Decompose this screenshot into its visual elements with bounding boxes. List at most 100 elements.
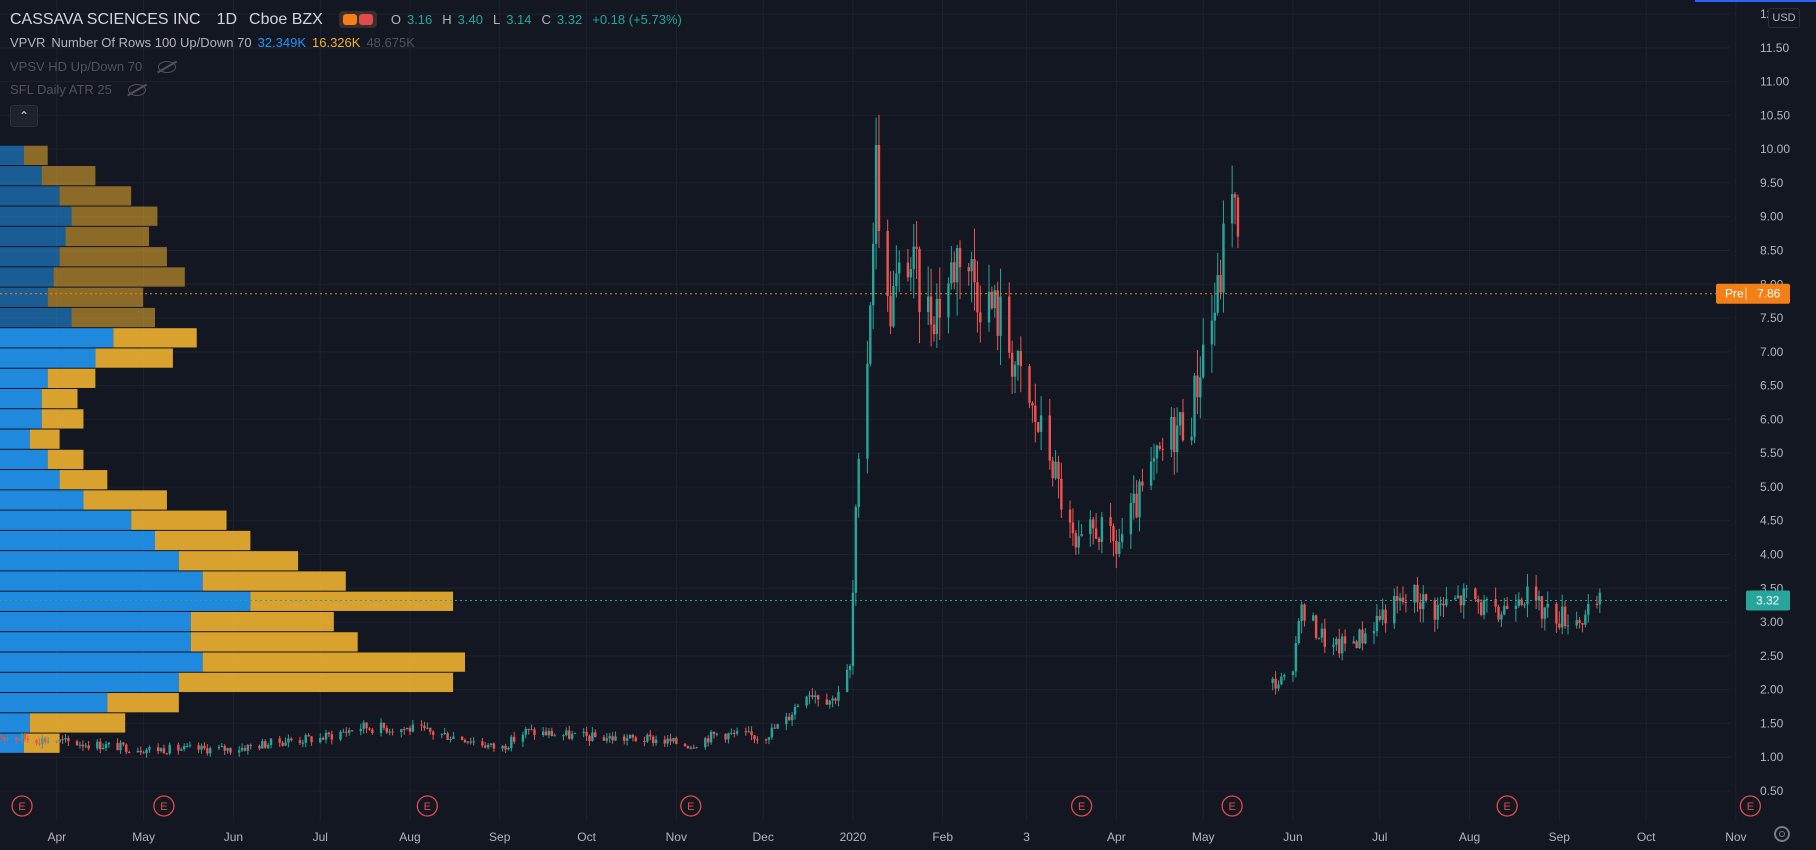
candle-body: [767, 737, 771, 740]
candle-body: [1210, 320, 1214, 345]
last-price-tag: [1746, 590, 1790, 611]
candle-body: [1433, 600, 1437, 620]
candle-body: [1013, 364, 1017, 377]
vp-down-bar: [71, 307, 155, 328]
candle-body: [1071, 522, 1075, 534]
candle-body: [573, 732, 577, 734]
candle-body: [1149, 461, 1153, 486]
vp-down-bar: [23, 145, 48, 166]
candle-body: [347, 730, 351, 733]
candle-body: [730, 732, 733, 734]
candle-body: [1230, 194, 1234, 224]
vp-up-bar: [0, 611, 191, 632]
vp-up-bar: [0, 186, 60, 206]
x-tick-label: Apr: [47, 830, 66, 844]
candle-body: [240, 748, 244, 751]
candle-body: [692, 747, 695, 749]
candle-body: [1422, 594, 1425, 610]
candle-body: [585, 731, 588, 736]
candle-body: [689, 747, 692, 749]
candle-body: [466, 741, 470, 743]
candle-body: [237, 750, 241, 753]
y-tick-label: 9.00: [1760, 210, 1784, 224]
candle-body: [1277, 684, 1280, 689]
candle-body: [649, 734, 652, 737]
x-tick-label: May: [132, 830, 155, 844]
candle-body: [906, 262, 910, 278]
candle-body: [148, 747, 151, 750]
candle-body: [319, 737, 322, 743]
candle-body: [125, 744, 128, 753]
candle-body: [1118, 542, 1121, 554]
candle-body: [788, 716, 791, 721]
x-tick-label: Sep: [1549, 830, 1571, 844]
candle-body: [747, 731, 750, 733]
candle-body: [1199, 377, 1202, 398]
candle-body: [0, 736, 3, 738]
candle-body: [912, 246, 915, 270]
candle-body: [1485, 599, 1489, 601]
candle-body: [359, 728, 362, 732]
candle-body: [429, 727, 432, 732]
vp-up-bar: [0, 672, 179, 693]
candle-body: [886, 231, 889, 296]
premarket-tag: [1716, 283, 1790, 304]
candle-body: [796, 705, 800, 707]
candle-body: [1320, 628, 1324, 638]
vp-up-bar: [0, 166, 42, 186]
candle-body: [1314, 615, 1318, 639]
candle-body: [1097, 538, 1101, 542]
candle-body: [594, 732, 597, 738]
candle-body: [541, 731, 545, 736]
candle-body: [197, 745, 200, 750]
candle-body: [501, 745, 504, 749]
candle-body: [1054, 461, 1057, 479]
candle-body: [793, 706, 797, 715]
candle-body: [1581, 623, 1584, 625]
vp-up-bar: [0, 206, 72, 226]
y-tick-label: 1.00: [1760, 750, 1784, 764]
x-tick-label: Aug: [399, 830, 420, 844]
candle-body: [6, 737, 9, 740]
y-tick-label: 4.00: [1760, 548, 1784, 562]
gear-icon[interactable]: [1774, 826, 1790, 842]
candle-body: [246, 745, 250, 751]
currency-button[interactable]: USD: [1768, 8, 1800, 28]
candle-body: [1404, 601, 1408, 603]
candle-body: [298, 740, 302, 743]
earnings-marker: [11, 795, 33, 817]
vp-up-bar: [0, 226, 66, 247]
candle-body: [979, 312, 982, 323]
candle-body: [1233, 194, 1237, 198]
candle-body: [243, 748, 247, 751]
vp-down-bar: [47, 287, 144, 307]
candle-body: [1222, 223, 1225, 293]
vp-down-bar: [202, 571, 346, 591]
candle-body: [44, 738, 47, 743]
vp-up-bar: [0, 551, 179, 571]
candle-body: [223, 746, 226, 751]
candle-body: [371, 729, 374, 734]
candle-body: [431, 731, 435, 735]
candle-body: [550, 730, 554, 737]
candle-body: [1520, 599, 1523, 606]
candle-body: [1129, 502, 1133, 535]
candle-body: [84, 745, 87, 747]
candle-body: [290, 738, 293, 741]
candle-body: [562, 735, 565, 737]
candle-body: [553, 735, 556, 737]
candle-body: [1555, 603, 1558, 624]
candle-body: [266, 745, 270, 748]
candle-body: [967, 267, 970, 272]
collapse-legend-button[interactable]: ⌃: [10, 105, 38, 127]
candle-body: [206, 748, 209, 754]
candle-body: [675, 737, 678, 744]
candle-body: [672, 737, 675, 742]
earnings-marker: [1070, 795, 1093, 817]
y-tick-label: 4.50: [1760, 514, 1784, 528]
candle-body: [521, 734, 525, 742]
candle-body: [1398, 597, 1402, 601]
y-tick-label: 3.00: [1760, 615, 1784, 629]
candle-body: [1181, 412, 1185, 441]
